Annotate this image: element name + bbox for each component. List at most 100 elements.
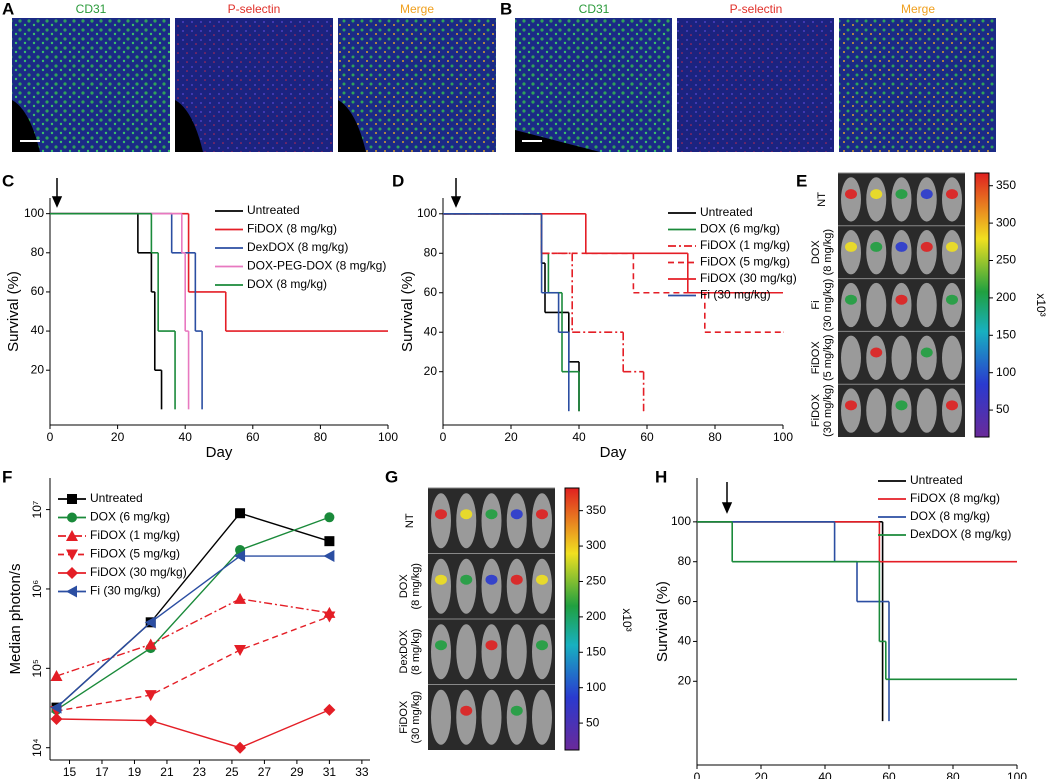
- x-tick-label: 15: [63, 765, 77, 779]
- micrograph: [338, 18, 496, 152]
- marker: [144, 714, 157, 727]
- signal: [895, 400, 908, 411]
- legend-label: FiDOX (30 mg/kg): [90, 565, 187, 579]
- signal: [946, 241, 958, 252]
- marker: [144, 638, 157, 650]
- mouse: [456, 493, 477, 549]
- mouse: [841, 335, 861, 380]
- mouse: [942, 335, 962, 380]
- mouse: [916, 177, 937, 222]
- row-label: (30 mg/kg): [410, 691, 422, 744]
- mouse: [866, 335, 887, 380]
- channel-label: CD31: [579, 2, 610, 16]
- x-tick-label: 19: [128, 765, 142, 779]
- y-tick-label: 100: [417, 206, 437, 220]
- row-label: (8 mg/kg): [410, 563, 422, 609]
- mouse: [506, 624, 527, 680]
- x-tick-label: 40: [179, 430, 193, 444]
- x-tick-label: 40: [818, 770, 832, 779]
- signal: [435, 640, 447, 651]
- x-tick-label: 29: [290, 765, 304, 779]
- legend-label: FiDOX (5 mg/kg): [700, 255, 790, 269]
- row-label: Fi: [810, 300, 822, 309]
- x-tick-label: 25: [225, 765, 239, 779]
- y-tick-label: 10⁵: [30, 659, 44, 677]
- colorbar-tick-label: 250: [996, 253, 1016, 267]
- mouse: [532, 558, 552, 614]
- x-axis-label: Day: [206, 444, 233, 461]
- mouse: [431, 558, 451, 614]
- y-tick-label: 60: [678, 594, 692, 608]
- signal: [536, 574, 548, 585]
- legend-label: FiDOX (1 mg/kg): [700, 238, 790, 252]
- signal: [920, 347, 933, 358]
- signal: [460, 509, 473, 520]
- y-tick-label: 100: [671, 514, 691, 528]
- y-tick-label: 40: [678, 634, 692, 648]
- colorbar-tick-label: 150: [586, 644, 606, 658]
- x-tick-label: 60: [246, 430, 260, 444]
- mouse: [481, 558, 502, 614]
- colorbar-tick-label: 50: [996, 402, 1010, 416]
- legend-label: FiDOX (30 mg/kg): [700, 271, 797, 285]
- legend-label: FiDOX (5 mg/kg): [90, 547, 180, 561]
- legend-label: DOX (6 mg/kg): [90, 510, 170, 524]
- colorbar-tick-label: 100: [586, 680, 606, 694]
- y-tick-label: 80: [424, 245, 438, 259]
- signal: [845, 400, 857, 411]
- mouse: [431, 689, 451, 745]
- micrograph: [175, 18, 333, 152]
- mouse: [866, 388, 887, 433]
- legend-label: DexDOX (8 mg/kg): [247, 240, 348, 254]
- signal: [536, 640, 548, 651]
- row-label: DOX: [810, 240, 822, 265]
- marker: [234, 645, 247, 657]
- legend-label: FiDOX (1 mg/kg): [90, 528, 180, 542]
- mouse: [532, 493, 552, 549]
- series-line: [56, 709, 330, 749]
- y-tick-label: 40: [31, 323, 45, 337]
- row-label: DOX: [398, 574, 410, 599]
- legend-label: FiDOX (8 mg/kg): [910, 491, 1000, 505]
- panel-label: B: [500, 0, 512, 18]
- legend-label: Untreated: [247, 203, 300, 217]
- mouse: [841, 282, 861, 328]
- row-label: (8 mg/kg): [822, 229, 834, 275]
- micrograph: [839, 18, 996, 152]
- legend-label: Fi (30 mg/kg): [90, 584, 161, 598]
- series-line: [56, 555, 330, 709]
- colorbar-tick-label: 100: [996, 365, 1016, 379]
- legend-label: DOX-PEG-DOX (8 mg/kg): [247, 259, 386, 273]
- x-tick-label: 80: [314, 430, 328, 444]
- marker: [324, 536, 335, 547]
- row-label: (30 mg/kg): [822, 384, 834, 437]
- signal: [510, 574, 523, 585]
- y-tick-label: 40: [424, 324, 438, 338]
- signal: [460, 574, 473, 585]
- signal: [870, 347, 883, 358]
- y-axis-label: Survival (%): [399, 271, 416, 352]
- y-tick-label: 10⁶: [30, 580, 44, 598]
- x-tick-label: 27: [258, 765, 272, 779]
- channel-label: CD31: [76, 2, 107, 16]
- treatment-arrows: [51, 178, 733, 514]
- x-tick-label: 100: [773, 430, 793, 444]
- row-label: (5 mg/kg): [822, 335, 834, 381]
- signal: [920, 241, 933, 252]
- marker: [323, 550, 335, 563]
- mouse: [431, 624, 451, 680]
- mouse: [891, 230, 912, 275]
- marker: [234, 550, 246, 563]
- channel-label: P-selectin: [228, 2, 281, 16]
- row-label: NT: [404, 513, 416, 528]
- marker: [67, 512, 77, 523]
- mouse: [456, 624, 477, 680]
- mouse: [841, 230, 861, 275]
- row-label: FiDOX: [810, 393, 822, 427]
- legend-label: DexDOX (8 mg/kg): [910, 527, 1011, 541]
- colorbar-tick-label: 300: [996, 215, 1016, 229]
- panel-label: A: [2, 0, 14, 18]
- y-tick-label: 20: [424, 364, 438, 378]
- x-tick-label: 20: [504, 430, 518, 444]
